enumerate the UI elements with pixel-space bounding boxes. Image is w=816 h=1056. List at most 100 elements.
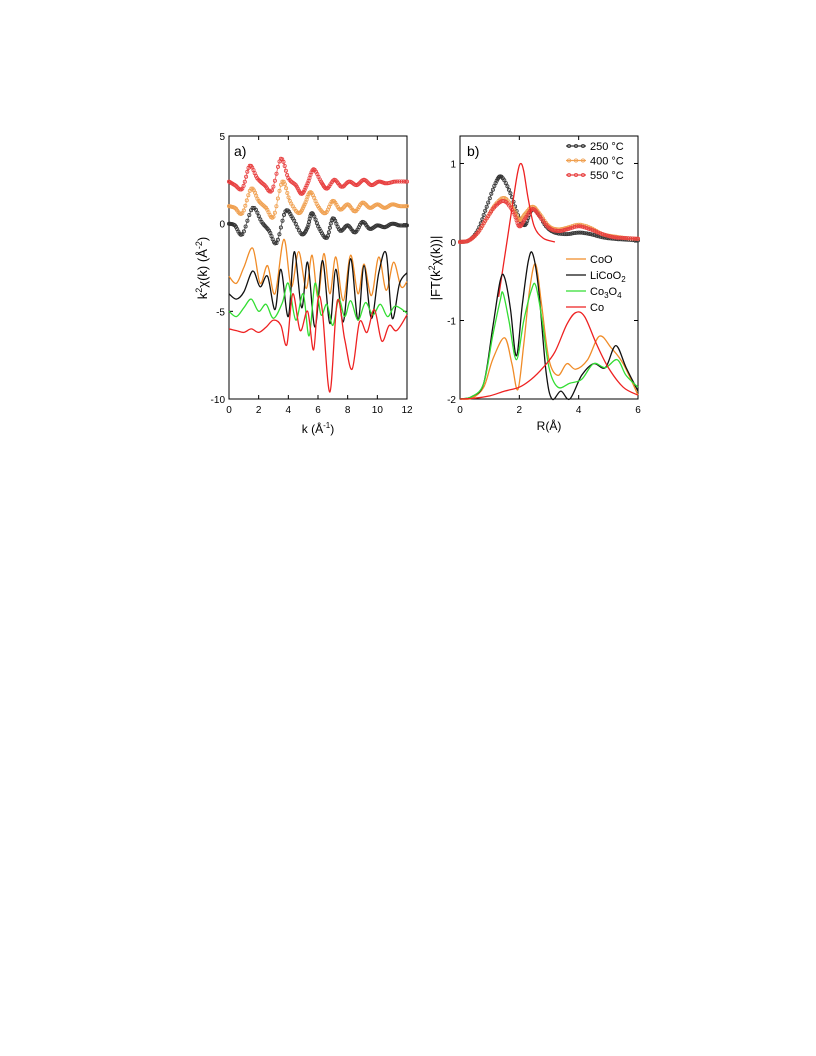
data-point	[588, 232, 593, 237]
data-point	[594, 233, 599, 238]
legend-item: Co3O4	[566, 286, 622, 300]
data-point	[282, 182, 287, 187]
data-point	[293, 221, 298, 226]
data-point	[590, 232, 595, 237]
data-point	[281, 212, 286, 217]
panel-a-label: a)	[234, 143, 246, 159]
data-point	[397, 179, 402, 184]
data-point	[604, 233, 609, 238]
data-point	[313, 217, 318, 222]
data-point	[272, 178, 277, 183]
data-point	[305, 225, 310, 230]
data-point	[280, 218, 285, 223]
legend-label: Co3O4	[590, 286, 622, 300]
legend-item: 400 °C	[566, 156, 624, 168]
data-point	[301, 204, 306, 209]
data-point	[570, 225, 575, 230]
data-point	[620, 235, 625, 240]
data-point	[608, 234, 613, 239]
data-point	[275, 196, 280, 201]
panel-a: a) 0 2 4 6 8 10 12 5 0 -5 -10 k (Å-1) k2χ(k) (Å-2)	[194, 132, 413, 436]
data-point	[564, 232, 569, 237]
data-point	[241, 183, 246, 188]
legend-label: 400 °C	[590, 156, 624, 168]
y-tick-label: -10	[211, 395, 226, 406]
data-point	[272, 210, 277, 215]
series-line-exp550	[228, 158, 408, 195]
data-point	[582, 225, 587, 230]
series-refLiCoO2	[228, 251, 408, 328]
legend-marker	[574, 143, 579, 148]
data-point	[616, 235, 621, 240]
data-point	[247, 212, 252, 217]
data-point	[590, 228, 595, 233]
panel-a-xlabel: k (Å-1)	[302, 421, 334, 436]
data-point	[586, 226, 591, 231]
panel-b: b) 0 2 4 6 1 0 -1 -2 250 °C 400 °C 550 °C CoO LiCoO…	[427, 135, 641, 433]
data-point	[327, 225, 332, 230]
data-point	[269, 234, 274, 239]
data-point	[302, 202, 307, 207]
data-point	[275, 164, 280, 169]
legend-label: LiCoO2	[590, 270, 626, 284]
panel-b-series	[457, 162, 641, 401]
data-point	[610, 234, 615, 239]
panel-b-frame	[459, 135, 639, 400]
data-point	[242, 179, 247, 184]
data-point	[282, 163, 287, 168]
data-point	[505, 184, 510, 189]
data-point	[481, 212, 486, 217]
legend-item: 550 °C	[566, 170, 624, 182]
data-point	[286, 195, 291, 200]
data-point	[301, 189, 306, 194]
data-point	[568, 226, 573, 231]
y-tick-label: -1	[447, 316, 456, 327]
series-refCo3O4	[459, 282, 639, 400]
data-point	[572, 224, 577, 229]
data-point	[274, 171, 279, 176]
legend-label: Co	[590, 302, 604, 314]
data-point	[255, 210, 260, 215]
data-point	[295, 225, 300, 230]
legend-label: CoO	[590, 254, 613, 266]
data-point	[580, 230, 585, 235]
data-point	[243, 203, 248, 208]
data-point	[566, 226, 571, 231]
data-point	[314, 221, 319, 226]
data-point	[564, 227, 569, 232]
data-point	[622, 235, 627, 240]
data-point	[506, 187, 511, 192]
data-point	[292, 218, 297, 223]
series-exp250	[457, 174, 641, 244]
data-point	[584, 225, 589, 230]
data-point	[250, 205, 255, 210]
legend-marker	[581, 172, 586, 177]
data-point	[404, 204, 409, 209]
data-point	[256, 214, 261, 219]
data-point	[602, 235, 607, 240]
data-point	[628, 236, 633, 241]
x-tick-label: 10	[372, 405, 384, 416]
data-point	[486, 200, 491, 205]
data-point	[596, 230, 601, 235]
x-tick-label: 4	[576, 405, 582, 416]
data-point	[271, 214, 276, 219]
data-point	[489, 191, 494, 196]
legend-marker	[574, 172, 579, 177]
data-point	[399, 179, 404, 184]
data-point	[391, 179, 396, 184]
data-point	[566, 231, 571, 236]
data-point	[624, 236, 629, 241]
data-point	[308, 213, 313, 218]
panel-a-ylabel: k2χ(k) (Å-2)	[194, 237, 210, 299]
panel-b-legend: 250 °C 400 °C 550 °C CoO LiCoO2 Co3O4 Co	[566, 141, 626, 314]
data-point	[269, 188, 274, 193]
data-point	[570, 231, 575, 236]
data-point	[295, 186, 300, 191]
y-tick-label: 1	[450, 159, 456, 170]
data-point	[602, 232, 607, 237]
data-point	[328, 221, 333, 226]
panel-b-xlabel: R(Å)	[537, 418, 562, 433]
data-point	[578, 230, 583, 235]
data-point	[283, 168, 288, 173]
